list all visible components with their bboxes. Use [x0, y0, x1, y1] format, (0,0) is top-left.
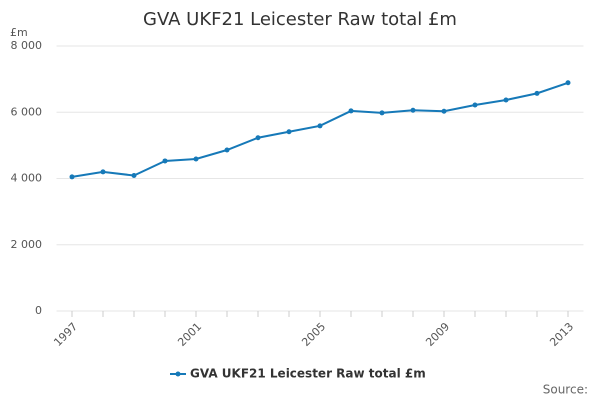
point [255, 135, 261, 141]
legend-marker [175, 371, 181, 377]
y-tick-label: 0 [35, 304, 42, 317]
point [286, 129, 292, 135]
point [100, 169, 106, 175]
x-tick-label: 2001 [175, 320, 204, 349]
y-tick-label: 8 000 [11, 39, 43, 52]
y-tick-label: 4 000 [11, 172, 43, 185]
point [348, 108, 354, 114]
point [379, 110, 385, 116]
x-tick-label: 1997 [51, 320, 80, 349]
x-tick-label: 2009 [423, 320, 452, 349]
x-tick-label: 2005 [299, 320, 328, 349]
point [69, 174, 75, 180]
point [565, 80, 571, 86]
legend-label: GVA UKF21 Leicester Raw total £m [190, 367, 426, 381]
point [131, 173, 137, 179]
point [193, 156, 199, 162]
chart-title: GVA UKF21 Leicester Raw total £m [143, 9, 457, 30]
line [71, 81, 569, 178]
point [162, 158, 168, 164]
point [317, 123, 323, 129]
point [224, 147, 230, 153]
x-tick-label: 2013 [547, 320, 576, 349]
point [472, 102, 478, 108]
point [534, 90, 540, 96]
point [410, 107, 416, 113]
y-axis-label: £m [10, 26, 28, 39]
y-tick-label: 2 000 [11, 238, 43, 251]
point [441, 108, 447, 114]
y-tick-label: 6 000 [11, 105, 43, 118]
source: Source: [543, 383, 588, 397]
point [503, 97, 509, 103]
